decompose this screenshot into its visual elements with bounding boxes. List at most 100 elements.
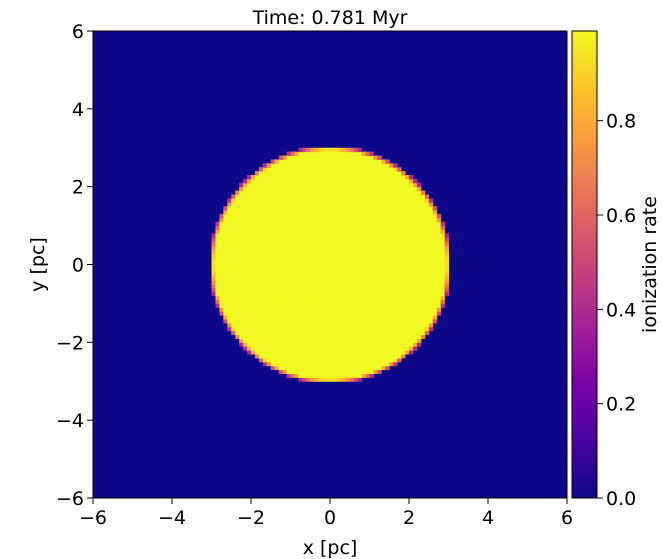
heatmap-cell <box>381 206 386 211</box>
heatmap-cell <box>243 280 248 285</box>
heatmap-cell <box>322 225 327 230</box>
heatmap-cell <box>381 361 386 367</box>
heatmap-cell <box>345 248 351 254</box>
heatmap-cell <box>231 330 236 336</box>
heatmap-cell <box>440 276 446 281</box>
heatmap-cell <box>282 357 288 363</box>
heatmap-cell <box>235 194 240 199</box>
heatmap-cell <box>274 307 280 312</box>
heatmap-cell <box>286 194 291 199</box>
heatmap-cell <box>243 229 248 234</box>
heatmap-cell <box>357 260 363 265</box>
heatmap-cell <box>349 369 355 374</box>
heatmap-cell <box>432 283 438 289</box>
heatmap-cell <box>322 295 327 301</box>
heatmap-cell <box>318 167 323 172</box>
heatmap-cell <box>302 287 307 293</box>
heatmap-cell <box>286 334 291 339</box>
heatmap-cell <box>373 338 378 343</box>
heatmap-cell <box>385 252 390 258</box>
heatmap-cell <box>290 241 295 246</box>
heatmap-cell <box>318 322 323 328</box>
heatmap-cell <box>227 198 232 203</box>
heatmap-cell <box>357 373 363 378</box>
heatmap-cell <box>420 210 426 215</box>
heatmap-cell <box>381 213 386 219</box>
heatmap-cell <box>420 322 426 328</box>
heatmap-cell <box>306 182 311 188</box>
heatmap-cell <box>381 322 386 328</box>
heatmap-cell <box>389 171 394 176</box>
heatmap-cell <box>251 248 256 254</box>
heatmap-cell <box>389 299 394 304</box>
heatmap-cell <box>318 155 323 160</box>
heatmap-cell <box>298 159 303 164</box>
heatmap-cell <box>270 206 276 211</box>
heatmap-cell <box>286 280 291 285</box>
heatmap-cell <box>223 272 228 277</box>
heatmap-cell <box>377 260 382 265</box>
heatmap-cell <box>302 268 307 273</box>
heatmap-cell <box>322 151 327 157</box>
heatmap-cell <box>401 194 406 199</box>
heatmap-cell <box>333 213 339 219</box>
heatmap-cell <box>365 287 370 293</box>
heatmap-cell <box>266 322 272 328</box>
heatmap-cell <box>365 225 370 230</box>
heatmap-cell <box>298 163 303 168</box>
heatmap-cell <box>274 202 280 207</box>
heatmap-cell <box>290 315 295 320</box>
heatmap-cell <box>381 248 386 254</box>
heatmap-cell <box>377 252 382 258</box>
heatmap-cell <box>286 338 291 343</box>
heatmap-cell <box>231 241 236 246</box>
heatmap-cell <box>298 350 303 355</box>
heatmap-cell <box>290 350 295 355</box>
heatmap-cell <box>444 280 449 285</box>
heatmap-cell <box>397 237 402 242</box>
heatmap-cell <box>306 283 311 289</box>
heatmap-cell <box>290 311 295 316</box>
heatmap-cell <box>219 295 224 301</box>
heatmap-cell <box>357 248 363 254</box>
heatmap-cell <box>298 198 303 203</box>
heatmap-cell <box>270 350 276 355</box>
heatmap-cell <box>389 213 394 219</box>
heatmap-cell <box>341 198 347 203</box>
heatmap-cell <box>322 213 327 219</box>
heatmap-cell <box>409 174 414 180</box>
heatmap-cell <box>365 268 370 273</box>
heatmap-cell <box>318 354 323 359</box>
heatmap-cell <box>270 311 276 316</box>
heatmap-cell <box>357 318 363 324</box>
heatmap-cell <box>219 276 224 281</box>
heatmap-cell <box>432 237 438 242</box>
heatmap-cell <box>314 167 319 172</box>
heatmap-cell <box>266 276 272 281</box>
heatmap-cell <box>345 245 351 250</box>
heatmap-cell <box>231 210 236 215</box>
heatmap-cell <box>389 225 394 230</box>
heatmap-cell <box>377 198 382 203</box>
heatmap-cell <box>373 167 378 172</box>
heatmap-cell <box>330 322 335 328</box>
heatmap-cell <box>294 163 299 168</box>
heatmap-cell <box>215 276 220 281</box>
heatmap-cell <box>266 346 272 351</box>
heatmap-cell <box>274 291 280 297</box>
heatmap-cell <box>290 373 295 378</box>
heatmap-cell <box>389 167 394 172</box>
heatmap-cell <box>290 346 295 351</box>
heatmap-cell <box>282 217 288 223</box>
heatmap-cell <box>274 264 280 269</box>
heatmap-cell <box>239 210 244 215</box>
heatmap-cell <box>389 217 394 223</box>
heatmap-cell <box>377 256 382 262</box>
heatmap-cell <box>278 299 284 304</box>
heatmap-plot <box>92 30 568 499</box>
heatmap-cell <box>416 276 422 281</box>
heatmap-cell <box>444 233 449 238</box>
heatmap-cell <box>235 210 240 215</box>
heatmap-cell <box>369 167 374 172</box>
heatmap-cell <box>298 365 303 371</box>
